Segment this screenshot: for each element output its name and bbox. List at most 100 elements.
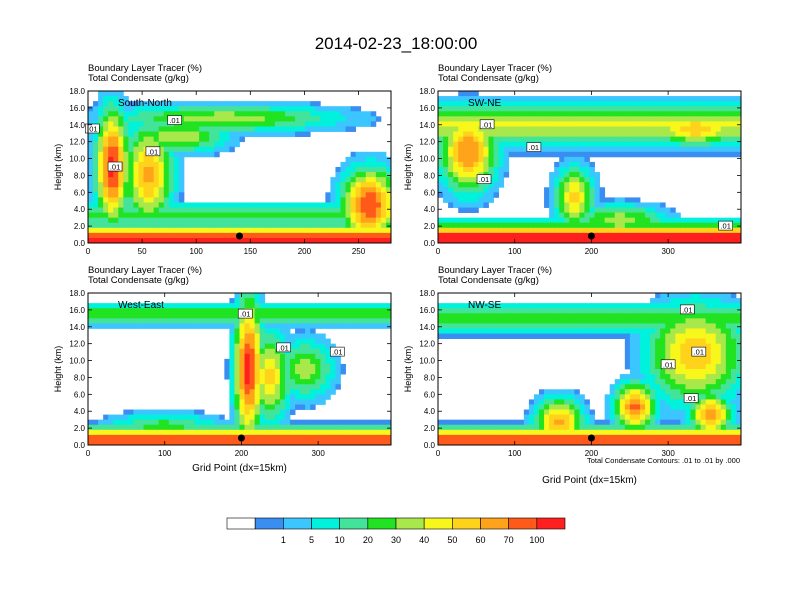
heatmap-cell	[214, 116, 220, 122]
heatmap-cell	[148, 197, 155, 203]
heatmap-cell	[539, 232, 545, 239]
heatmap-cell	[498, 106, 505, 112]
heatmap-cell	[710, 313, 717, 319]
heatmap-cell	[194, 141, 200, 148]
heatmap-cell	[539, 217, 545, 224]
heatmap-cell	[594, 439, 600, 445]
heatmap-cell	[355, 182, 362, 188]
heatmap-cell	[640, 369, 646, 375]
heatmap-cell	[93, 141, 99, 148]
heatmap-cell	[295, 424, 301, 431]
heatmap-cell	[98, 151, 104, 158]
heatmap-cell	[199, 313, 205, 319]
heatmap-cell	[340, 212, 346, 219]
heatmap-cell	[345, 182, 351, 188]
heatmap-cell	[599, 308, 606, 314]
heatmap-cell	[305, 237, 311, 243]
heatmap-cell	[249, 101, 256, 107]
heatmap-cell	[619, 232, 626, 239]
heatmap-cell	[453, 424, 459, 431]
heatmap-cell	[88, 106, 94, 112]
heatmap-cell	[584, 202, 590, 208]
panel-title-tracer: Boundary Layer Tracer (%)	[88, 265, 202, 276]
heatmap-cell	[249, 126, 256, 132]
heatmap-cell	[194, 217, 200, 224]
heatmap-cell	[629, 313, 636, 319]
heatmap-cell	[493, 187, 499, 193]
heatmap-cell	[735, 439, 741, 445]
heatmap-cell	[375, 434, 382, 441]
heatmap-cell	[594, 182, 600, 188]
heatmap-cell	[650, 141, 656, 148]
heatmap-cell	[493, 101, 499, 107]
heatmap-cell	[680, 323, 686, 329]
heatmap-cell	[259, 222, 266, 229]
heatmap-cell	[168, 161, 175, 168]
heatmap-cell	[488, 323, 494, 329]
heatmap-cell	[239, 369, 245, 375]
heatmap-cell	[650, 111, 656, 117]
heatmap-cell	[670, 409, 676, 415]
heatmap-cell	[675, 106, 681, 112]
heatmap-cell	[163, 232, 170, 239]
heatmap-cell	[533, 328, 540, 334]
heatmap-cell	[574, 439, 580, 445]
heatmap-cell	[579, 404, 585, 410]
heatmap-cell	[365, 222, 372, 229]
heatmap-cell	[554, 207, 560, 213]
heatmap-cell	[239, 409, 245, 415]
heatmap-cell	[315, 338, 321, 345]
heatmap-cell	[153, 318, 160, 324]
heatmap-cell	[335, 358, 341, 365]
heatmap-cell	[680, 404, 686, 410]
heatmap-cell	[325, 429, 331, 436]
heatmap-cell	[665, 419, 671, 426]
heatmap-cell	[229, 116, 235, 122]
heatmap-cell	[183, 318, 190, 324]
heatmap-cell	[320, 222, 326, 229]
heatmap-cell	[725, 424, 732, 431]
heatmap-cell	[204, 424, 210, 431]
heatmap-cell	[224, 374, 230, 380]
y-tick-label: 18.0	[419, 87, 435, 96]
heatmap-cell	[370, 439, 377, 445]
heatmap-cell	[345, 313, 351, 319]
heatmap-cell	[330, 374, 336, 380]
heatmap-cell	[315, 116, 321, 122]
heatmap-cell	[335, 192, 341, 198]
heatmap-cell	[559, 172, 565, 178]
heatmap-cell	[123, 409, 129, 415]
heatmap-cell	[604, 237, 611, 243]
heatmap-cell	[594, 116, 600, 122]
heatmap-cell	[735, 227, 741, 234]
heatmap-cell	[310, 212, 316, 219]
heatmap-cell	[700, 303, 707, 309]
heatmap-cell	[254, 217, 261, 224]
heatmap-cell	[720, 136, 727, 143]
heatmap-cell	[629, 232, 636, 239]
heatmap-cell	[665, 151, 671, 158]
heatmap-cell	[173, 202, 180, 208]
heatmap-cell	[518, 126, 525, 132]
heatmap-cell	[340, 182, 346, 188]
heatmap-cell	[375, 156, 382, 163]
heatmap-cell	[599, 237, 606, 243]
heatmap-cell	[695, 384, 701, 390]
heatmap-cell	[264, 303, 271, 309]
heatmap-cell	[493, 303, 499, 309]
heatmap-cell	[634, 394, 641, 400]
heatmap-cell	[310, 363, 316, 370]
heatmap-cell	[710, 439, 717, 445]
heatmap-cell	[118, 414, 124, 421]
heatmap-cell	[103, 136, 109, 143]
heatmap-cell	[229, 146, 235, 153]
heatmap-cell	[189, 217, 195, 224]
heatmap-cell	[619, 394, 626, 400]
heatmap-cell	[589, 187, 595, 193]
heatmap-cell	[443, 106, 449, 112]
heatmap-cell	[244, 343, 250, 350]
heatmap-cell	[259, 343, 266, 350]
heatmap-cell	[279, 414, 286, 421]
heatmap-cell	[614, 106, 621, 112]
heatmap-cell	[650, 333, 656, 339]
